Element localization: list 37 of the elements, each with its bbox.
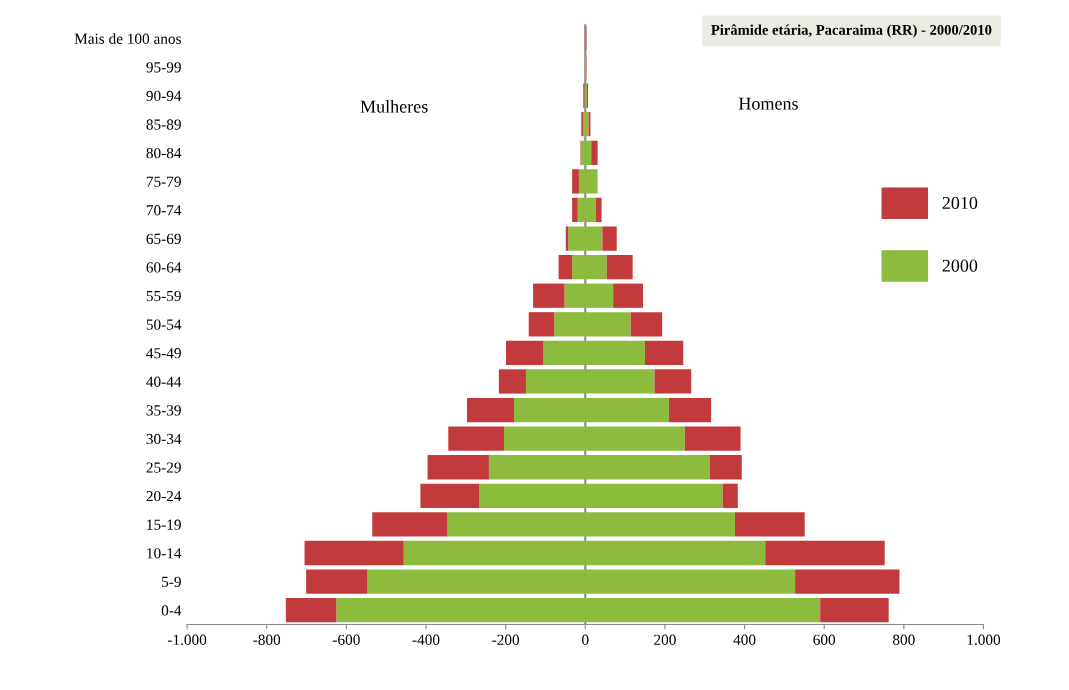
legend-label: 2010	[942, 196, 978, 210]
y-tick-label: 20-24	[146, 490, 182, 502]
y-tick-label: 45-49	[146, 348, 181, 359]
y-tick-label: 25-29	[146, 462, 181, 473]
x-tick-label: -1.000	[167, 634, 207, 645]
y-tick-label: 35-39	[146, 405, 181, 416]
x-tick-label: 1.000	[967, 634, 1001, 645]
y-tick-label: 5-9	[162, 576, 181, 588]
y-tick-label: 65-69	[146, 233, 181, 244]
x-tick-label: -800	[253, 634, 281, 645]
y-tick-label: 70-74	[146, 205, 182, 216]
chart-title: Pirâmide etária, Pacaraima (RR) - 2000/2010	[711, 24, 992, 38]
y-tick-label: 75-79	[146, 176, 181, 187]
y-tick-label: Mais de 100 anos	[74, 33, 181, 44]
annotation: Mulheres	[360, 100, 428, 113]
y-tick-label: 95-99	[146, 62, 181, 73]
x-tick-label: 0	[582, 634, 589, 645]
x-tick-label: 600	[813, 634, 836, 645]
annotation: Homens	[738, 97, 798, 110]
y-tick-label: 85-89	[146, 119, 181, 130]
x-tick-label: -400	[412, 634, 440, 645]
y-tick-label: 40-44	[146, 376, 182, 387]
x-tick-label: 400	[733, 634, 756, 645]
y-tick-label: 60-64	[146, 262, 182, 273]
y-tick-label: 55-59	[146, 290, 181, 302]
y-tick-label: 15-19	[147, 519, 181, 530]
y-tick-label: 80-84	[146, 147, 182, 159]
y-tick-label: 50-54	[146, 319, 182, 330]
y-tick-label: 30-34	[146, 433, 182, 445]
y-tick-label: 0-4	[161, 605, 182, 616]
x-tick-label: 800	[892, 634, 915, 645]
x-tick-label: -200	[492, 634, 520, 645]
y-tick-label: 90-94	[146, 90, 182, 102]
legend-label: 2000	[942, 259, 978, 272]
x-tick-label: 200	[654, 634, 676, 645]
y-tick-label: 10-14	[147, 548, 182, 559]
x-tick-label: -600	[332, 634, 360, 645]
